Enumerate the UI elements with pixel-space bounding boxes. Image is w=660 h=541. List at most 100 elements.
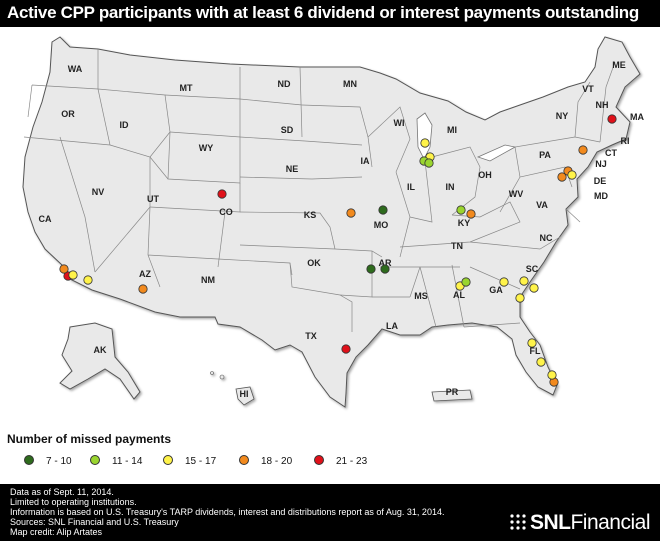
us-map-svg: WA OR CA NV ID MT WY UT AZ CO NM ND SD N… [22, 36, 645, 408]
state-label: WI [394, 118, 405, 128]
hawaii-shape [235, 386, 255, 406]
state-label: KS [304, 210, 317, 220]
map-marker [547, 370, 557, 380]
map-marker [529, 283, 539, 293]
state-label: MA [630, 112, 644, 122]
state-label: MD [594, 191, 608, 201]
state-label: RI [621, 136, 630, 146]
map-marker [217, 189, 227, 199]
map-marker [519, 276, 529, 286]
legend-dot [314, 455, 324, 465]
state-label: AK [94, 345, 107, 355]
state-label: PA [539, 150, 551, 160]
payment-markers [59, 114, 617, 387]
footer-note: Data as of Sept. 11, 2014. [10, 487, 114, 497]
footer-note: Information is based on U.S. Treasury's … [10, 507, 445, 517]
state-label: OR [61, 109, 75, 119]
state-label: IN [446, 182, 455, 192]
map-marker [557, 172, 567, 182]
map-marker [456, 205, 466, 215]
state-label: LA [386, 321, 398, 331]
state-label: VA [536, 200, 548, 210]
brand-rest: Financial [570, 511, 650, 534]
state-label: FL [530, 346, 541, 356]
state-label: CT [605, 148, 617, 158]
state-label: NJ [595, 159, 607, 169]
map-marker [515, 293, 525, 303]
state-label: DE [594, 176, 607, 186]
state-label: ND [278, 79, 291, 89]
footer-note: Sources: SNL Financial and U.S. Treasury [10, 517, 179, 527]
map-marker [424, 158, 434, 168]
lake-michigan [416, 112, 433, 160]
state-label: IA [361, 156, 371, 166]
state-label: VT [582, 84, 594, 94]
map-marker [68, 270, 78, 280]
footer-note: Limited to operating institutions. [10, 497, 137, 507]
state-label: NE [286, 164, 299, 174]
legend-title: Number of missed payments [7, 432, 172, 446]
alaska-shape [59, 322, 141, 400]
us-map: WA OR CA NV ID MT WY UT AZ CO NM ND SD N… [0, 27, 660, 427]
state-label: HI [240, 389, 249, 399]
state-label: TN [451, 241, 463, 251]
map-marker [366, 264, 376, 274]
map-marker [138, 284, 148, 294]
legend-label: 21 - 23 [336, 456, 368, 467]
legend-label: 11 - 14 [112, 456, 143, 467]
legend-dot [24, 455, 34, 465]
legend-item: 7 - 10 [24, 455, 72, 467]
title-bar: Active CPP participants with at least 6 … [0, 0, 660, 27]
state-label: SC [526, 264, 539, 274]
state-label: MN [343, 79, 357, 89]
contiguous-us-shape [22, 36, 641, 408]
map-title: Active CPP participants with at least 6 … [7, 3, 639, 22]
legend-item: 11 - 14 [90, 455, 142, 467]
state-label: IL [407, 182, 416, 192]
state-label: ME [612, 60, 626, 70]
state-label: WY [199, 143, 214, 153]
legend-label: 15 - 17 [185, 456, 217, 467]
legend-item: 21 - 23 [314, 455, 367, 467]
state-label: MO [374, 220, 389, 230]
map-marker [466, 209, 476, 219]
state-label: CA [39, 214, 52, 224]
state-label: MI [447, 125, 457, 135]
state-label: CO [219, 207, 233, 217]
state-label: WA [68, 64, 83, 74]
map-marker [378, 205, 388, 215]
map-marker [83, 275, 93, 285]
legend-dot [239, 455, 249, 465]
map-marker [420, 138, 430, 148]
puerto-rico-shape [431, 389, 473, 402]
state-label: WV [509, 189, 524, 199]
state-label: OH [478, 170, 492, 180]
map-marker [346, 208, 356, 218]
state-label: UT [147, 194, 159, 204]
state-label: NH [596, 100, 609, 110]
map-marker [536, 357, 546, 367]
state-label: SD [281, 125, 294, 135]
state-label: ID [120, 120, 130, 130]
state-labels: WA OR CA NV ID MT WY UT AZ CO NM ND SD N… [39, 60, 645, 399]
footer-note: Map credit: Alip Artates [10, 527, 103, 537]
map-marker [380, 264, 390, 274]
map-marker [341, 344, 351, 354]
map-marker [499, 277, 509, 287]
legend-item: 15 - 17 [163, 455, 216, 467]
legend-dot [90, 455, 100, 465]
snl-financial-logo: SNLFinancial [509, 511, 650, 535]
legend-label: 7 - 10 [46, 456, 72, 467]
state-label: AZ [139, 269, 151, 279]
state-label: PR [446, 387, 459, 397]
state-label: MS [414, 291, 428, 301]
state-label: KY [458, 218, 471, 228]
legend: Number of missed payments 7 - 10 11 - 14… [0, 427, 660, 484]
footer: Data as of Sept. 11, 2014. Limited to op… [0, 484, 660, 541]
us-land [22, 36, 641, 408]
map-marker [578, 145, 588, 155]
state-label: GA [489, 285, 503, 295]
state-label: MT [180, 83, 193, 93]
brand-bold: SNL [529, 511, 571, 534]
